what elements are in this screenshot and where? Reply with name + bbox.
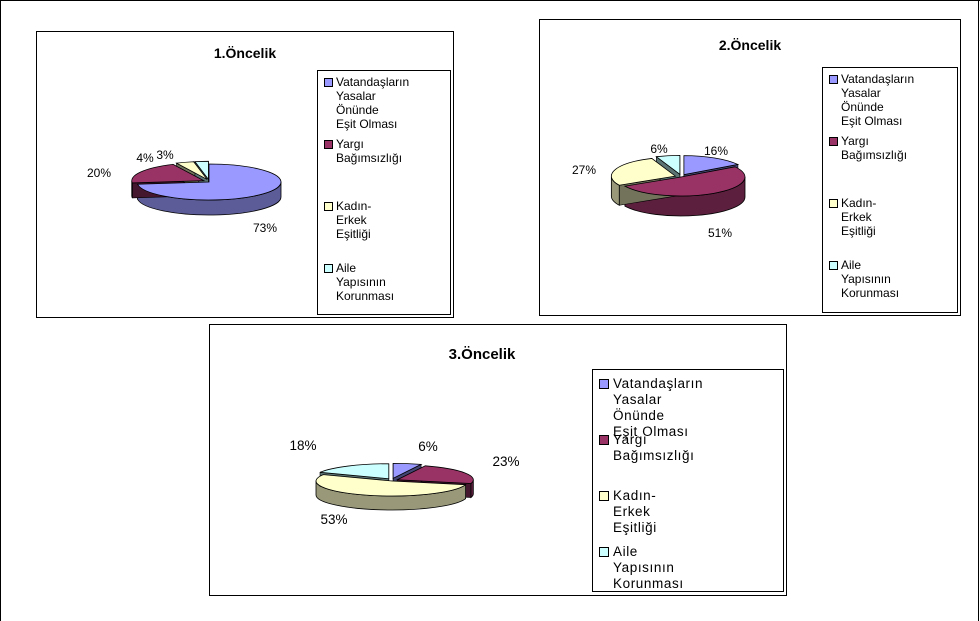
chart-2-oncelik: 2.Öncelik 16% 51% 27% 6% Vatandaşların Yasal… — [539, 19, 961, 316]
data-label: 53% — [320, 512, 347, 527]
legend-label: Vatandaşların Yasalar Önünde Eşit Olması — [613, 376, 704, 439]
legend-swatch — [599, 435, 609, 445]
pie-slice — [194, 160, 209, 181]
legend-label: Vatandaşların Yasalar Önünde Eşit Olması — [841, 72, 915, 128]
legend-swatch — [324, 78, 333, 87]
data-label: 16% — [704, 144, 728, 158]
data-label: 18% — [289, 438, 316, 453]
pie-slice — [395, 465, 474, 484]
legend-swatch — [829, 137, 838, 146]
pie-slice — [623, 166, 746, 197]
pie-slice — [392, 462, 423, 479]
legend-label: Aile Yapısının Korunması — [841, 258, 900, 300]
legend-label: Vatandaşların Yasalar Önünde Eşit Olması — [336, 75, 410, 131]
pie-slice — [610, 158, 677, 186]
data-label: 3% — [156, 148, 174, 162]
pie-chart-3: 3.Öncelik 6% 23% 53% 18% — [289, 346, 519, 527]
pie-slice — [175, 161, 208, 180]
page-frame-left — [0, 0, 1, 621]
legend-swatch — [324, 264, 333, 273]
data-label: 20% — [87, 166, 111, 180]
pie-chart-1: 1.Öncelik 73% 20% 4% 3% — [87, 45, 282, 235]
legend-swatch — [324, 202, 333, 211]
pie-slice — [131, 164, 206, 184]
data-label: 23% — [492, 454, 519, 469]
legend-swatch — [599, 491, 609, 501]
legend-label: Kadın-Erkek Eşitliği — [841, 196, 877, 238]
pie-slice — [319, 463, 390, 480]
legend-swatch — [829, 75, 838, 84]
legend-swatch — [599, 547, 609, 557]
legend-label: Aile Yapısının Korunması — [336, 261, 395, 303]
legend-label: Kadın-Erkek Eşitliği — [336, 199, 372, 241]
chart-3-oncelik: 3.Öncelik 6% 23% 53% 18% Vatandaşların Yasal… — [209, 324, 787, 596]
pie-slice — [655, 154, 681, 176]
legend-swatch — [829, 199, 838, 208]
page-frame-top — [0, 0, 980, 1]
data-label: 73% — [253, 221, 277, 235]
legend-swatch — [829, 261, 838, 270]
legend-label: Kadın-Erkek Eşitliği — [613, 488, 657, 535]
legend-3: Vatandaşların Yasalar Önünde Eşit Olması… — [592, 369, 784, 592]
legend-label: Yargı Bağımsızlığı — [613, 432, 695, 463]
legend-label: Yargı Bağımsızlığı — [336, 137, 403, 165]
legend-label: Aile Yapısının Korunması — [613, 544, 684, 591]
page-frame-right — [978, 0, 979, 621]
data-label: 6% — [650, 142, 668, 156]
chart-1-oncelik: 1.Öncelik 73% 20% 4% 3% Vatandaşların Yasala… — [36, 31, 454, 318]
chart-title: 2.Öncelik — [719, 37, 781, 53]
data-label: 6% — [418, 439, 438, 454]
chart-title: 1.Öncelik — [214, 45, 276, 61]
legend-2: Vatandaşların Yasalar Önünde Eşit Olması… — [822, 67, 958, 313]
legend-label: Yargı Bağımsızlığı — [841, 134, 908, 162]
pie-chart-2: 2.Öncelik 16% 51% 27% 6% — [572, 37, 781, 240]
pie-slice — [683, 155, 740, 176]
pie-slice — [315, 474, 467, 497]
data-label: 27% — [572, 163, 596, 177]
legend-swatch — [599, 379, 609, 389]
data-label: 51% — [708, 226, 732, 240]
legend-1: Vatandaşların Yasalar Önünde Eşit Olması… — [317, 70, 451, 315]
pie-slice — [136, 163, 282, 201]
legend-swatch — [324, 140, 333, 149]
chart-title: 3.Öncelik — [449, 346, 516, 363]
data-label: 4% — [136, 151, 154, 165]
